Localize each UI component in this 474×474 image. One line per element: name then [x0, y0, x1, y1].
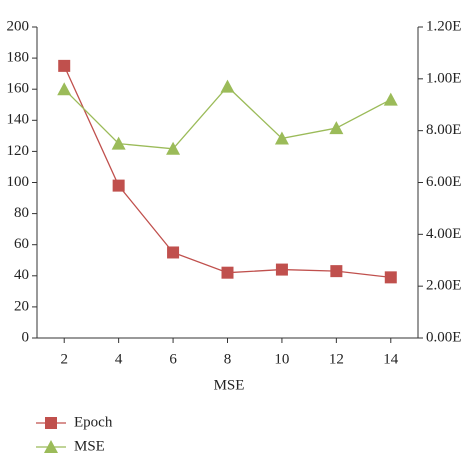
- y2-tick-label: 4.00E: [426, 226, 461, 242]
- y-tick-label: 100: [7, 174, 30, 190]
- x-tick-label: 2: [60, 351, 68, 367]
- y-tick-label: 20: [14, 298, 29, 314]
- y2-tick-label: 8.00E: [426, 122, 461, 138]
- marker: [330, 265, 343, 278]
- x-tick-label: 6: [169, 351, 177, 367]
- y-tick-label: 0: [22, 329, 30, 345]
- marker: [45, 417, 57, 429]
- marker: [274, 131, 289, 145]
- y-tick-label: 200: [7, 18, 30, 34]
- marker: [58, 59, 71, 72]
- y-tick-label: 180: [7, 50, 30, 66]
- y-tick-label: 160: [7, 81, 30, 97]
- legend-label: MSE: [74, 438, 105, 454]
- marker: [167, 246, 180, 259]
- marker: [220, 79, 235, 93]
- legend-label: Epoch: [74, 414, 113, 430]
- y2-tick-label: 1.00E: [426, 70, 461, 86]
- x-tick-label: 14: [383, 351, 399, 367]
- x-tick-label: 10: [274, 351, 289, 367]
- y2-tick-label: 0.00E: [426, 329, 461, 345]
- y-tick-label: 80: [14, 205, 29, 221]
- marker: [44, 440, 58, 453]
- marker: [275, 263, 288, 276]
- marker: [112, 179, 125, 192]
- marker: [221, 266, 234, 279]
- y-tick-label: 120: [7, 143, 30, 159]
- y2-tick-label: 6.00E: [426, 174, 461, 190]
- marker: [166, 141, 181, 155]
- y2-tick-label: 2.00E: [426, 278, 461, 294]
- y-tick-label: 40: [14, 267, 29, 283]
- x-tick-label: 4: [115, 351, 123, 367]
- x-tick-label: 12: [329, 351, 344, 367]
- x-axis-title: MSE: [214, 377, 245, 393]
- y-tick-label: 60: [14, 236, 29, 252]
- marker: [384, 271, 397, 284]
- marker: [57, 82, 72, 96]
- x-tick-label: 8: [224, 351, 232, 367]
- marker: [111, 136, 126, 150]
- marker: [383, 92, 398, 106]
- y-tick-label: 140: [7, 112, 30, 128]
- y2-tick-label: 1.20E: [426, 18, 461, 34]
- marker: [329, 121, 344, 135]
